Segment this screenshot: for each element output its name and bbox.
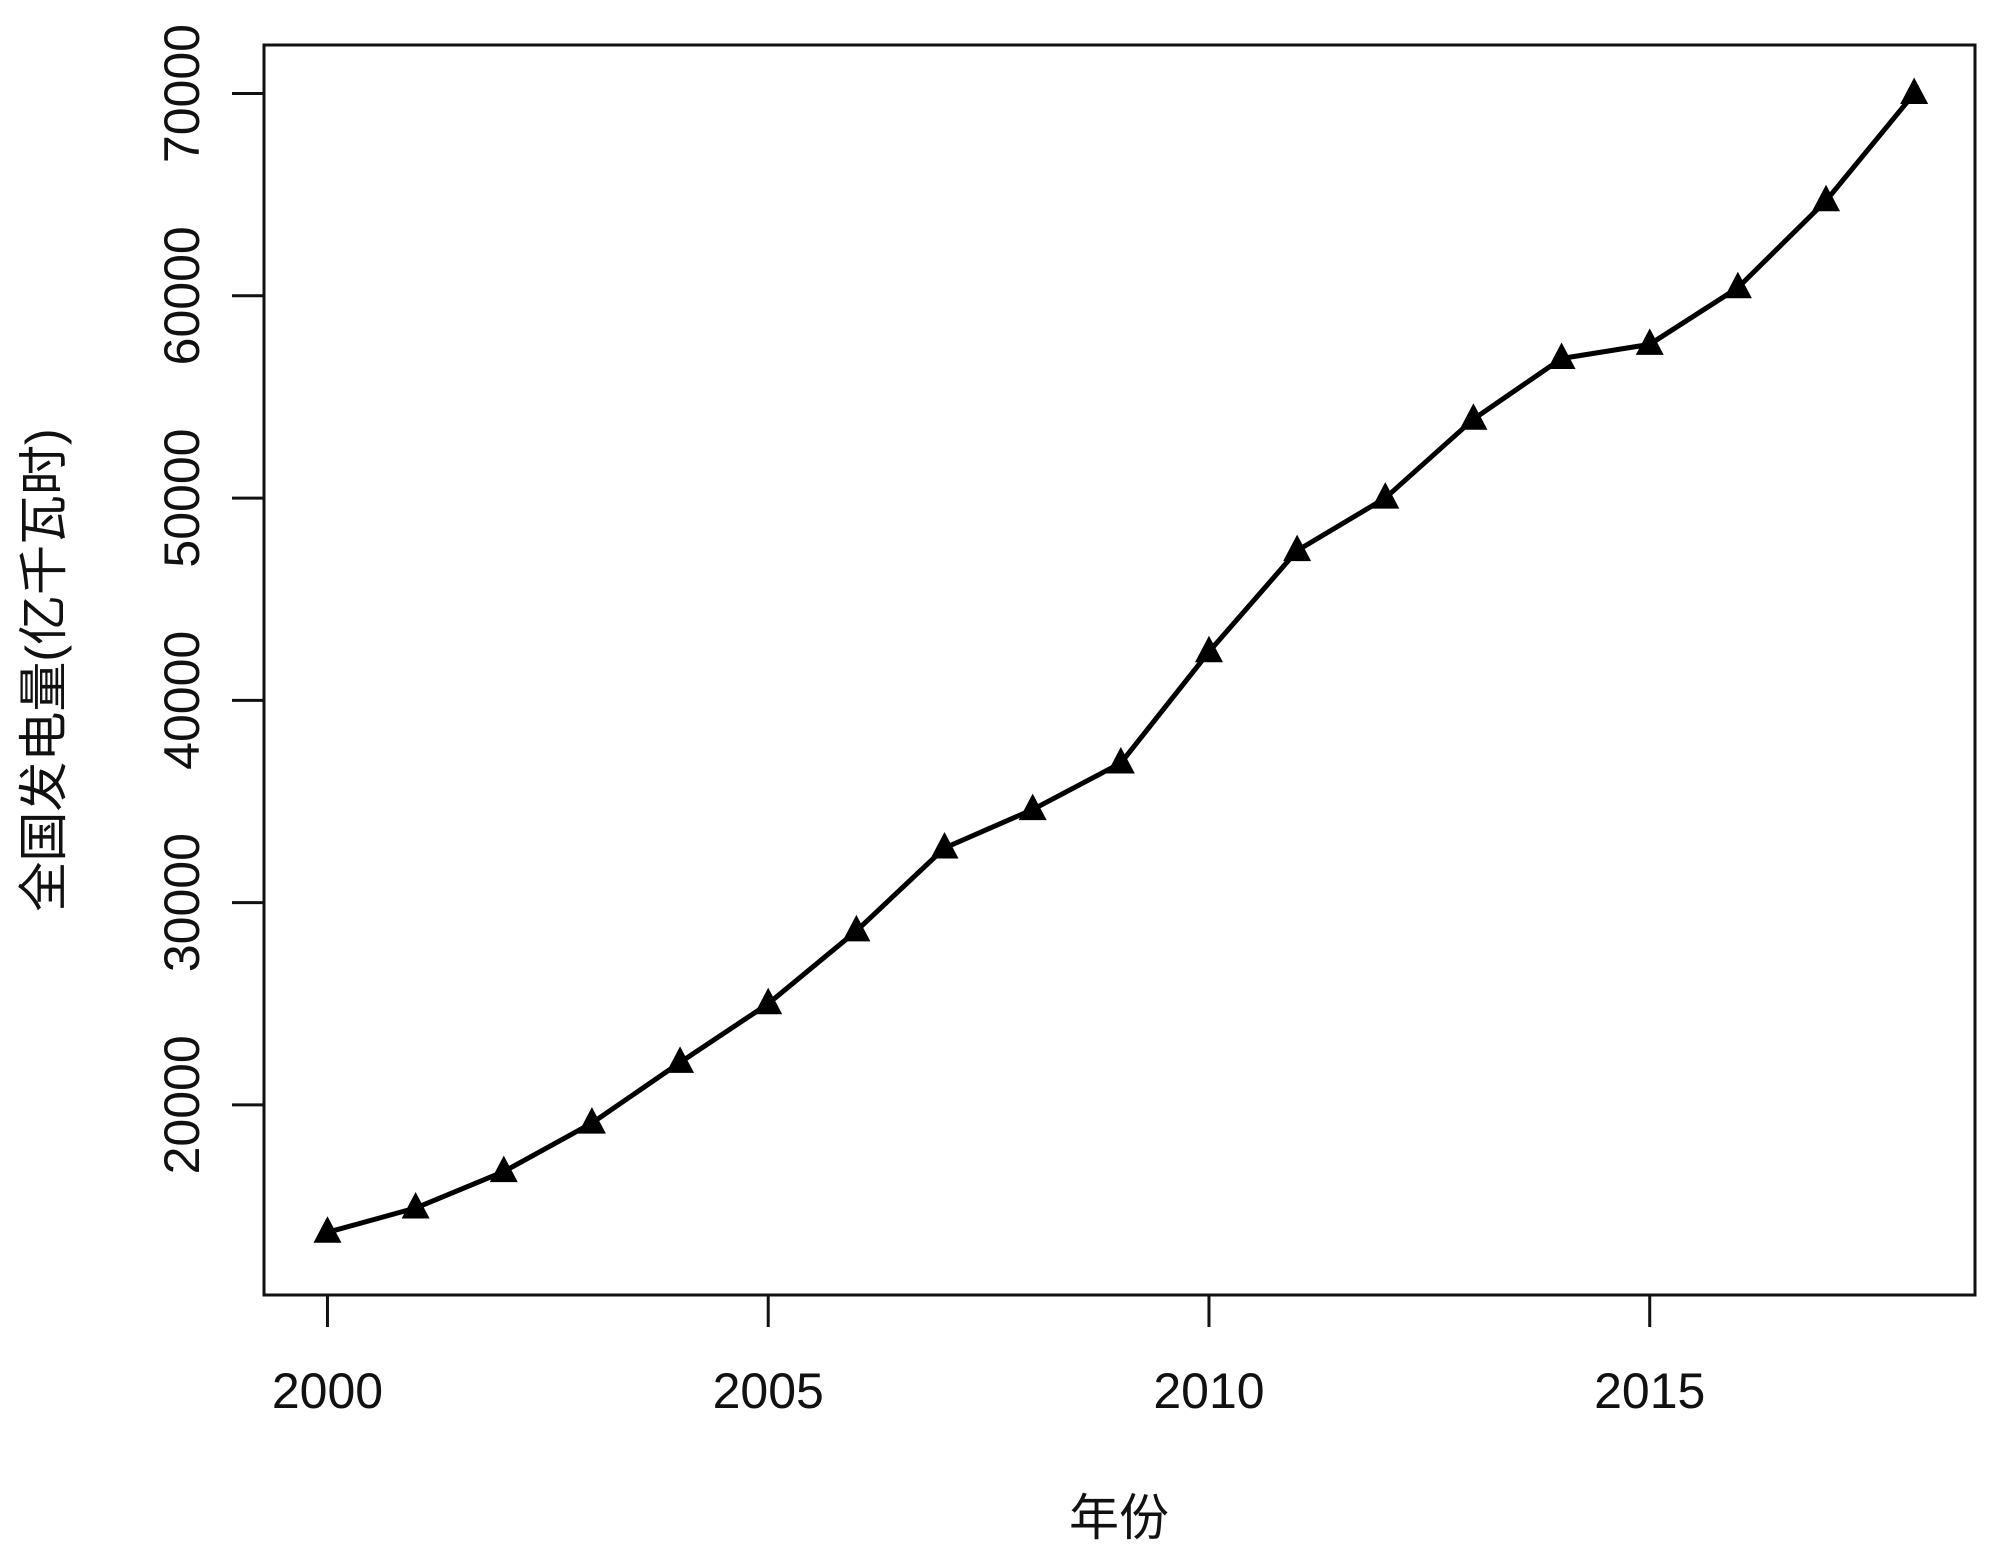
data-point <box>1900 77 1929 105</box>
data-point <box>1812 184 1841 212</box>
data-point <box>313 1216 342 1243</box>
data-point <box>401 1192 430 1219</box>
x-tick-label: 2000 <box>272 1363 383 1419</box>
data-point <box>1459 403 1488 430</box>
data-point <box>1194 635 1223 663</box>
data-line <box>326 91 1917 1235</box>
data-point <box>577 1107 606 1134</box>
y-tick-label: 20000 <box>154 1035 210 1174</box>
data-point <box>1283 534 1312 562</box>
y-tick-label: 30000 <box>154 833 210 972</box>
x-tick-label: 2015 <box>1594 1363 1705 1419</box>
data-point <box>930 831 959 859</box>
data-point <box>1635 328 1664 355</box>
data-point <box>1018 793 1047 821</box>
y-tick-label: 60000 <box>154 226 210 365</box>
y-tick-label: 50000 <box>154 429 210 568</box>
x-tick-label: 2005 <box>713 1363 824 1419</box>
data-point <box>1723 271 1752 299</box>
data-point <box>1371 482 1400 509</box>
data-point <box>1547 342 1576 370</box>
y-axis-label: 全国发电量(亿千瓦时) <box>16 428 72 911</box>
data-point <box>842 914 871 942</box>
x-tick-label: 2010 <box>1153 1363 1264 1419</box>
data-point <box>489 1155 518 1183</box>
y-tick-label: 40000 <box>154 631 210 770</box>
x-axis-label: 年份 <box>1069 1490 1169 1546</box>
plot-frame <box>262 43 1977 1297</box>
y-tick-label: 70000 <box>154 24 210 163</box>
data-point <box>754 987 783 1015</box>
data-point <box>666 1046 695 1073</box>
data-point <box>1106 747 1135 774</box>
